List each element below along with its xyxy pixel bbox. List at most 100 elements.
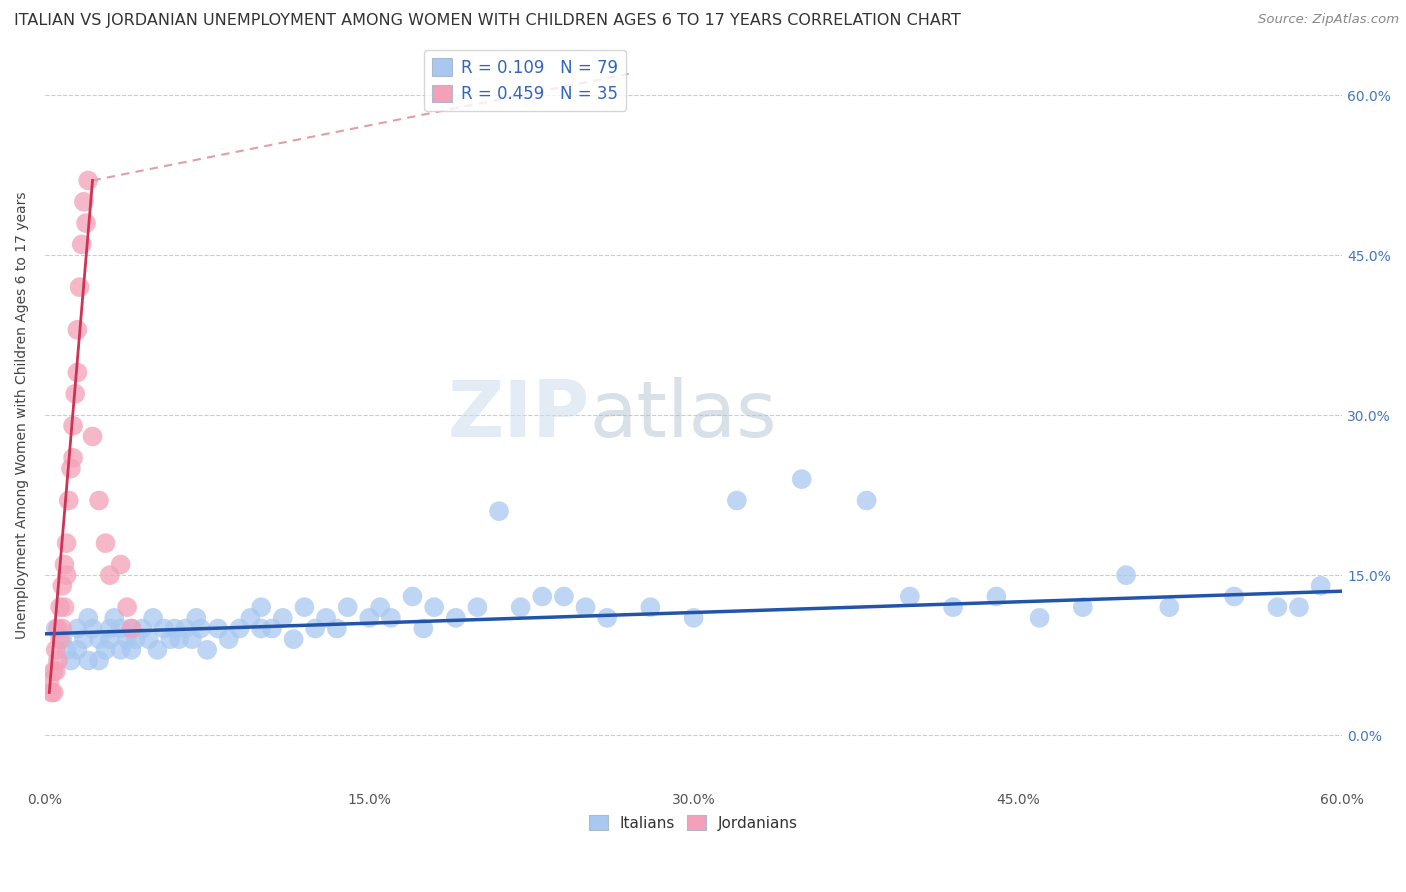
Point: [49, 600, 72, 615]
Point: [986, 590, 1008, 604]
Point: [120, 622, 142, 636]
Point: [82, 429, 104, 443]
Point: [51, 632, 73, 647]
Point: [250, 622, 273, 636]
Point: [41, 685, 63, 699]
Point: [553, 590, 575, 604]
Point: [725, 493, 748, 508]
Point: [103, 611, 125, 625]
Legend: Italians, Jordanians: Italians, Jordanians: [583, 809, 804, 837]
Point: [55, 568, 77, 582]
Point: [142, 611, 165, 625]
Point: [380, 611, 402, 625]
Text: ZIP: ZIP: [447, 377, 591, 453]
Point: [98, 622, 121, 636]
Point: [51, 579, 73, 593]
Point: [82, 622, 104, 636]
Point: [1028, 611, 1050, 625]
Point: [77, 611, 100, 625]
Point: [98, 568, 121, 582]
Point: [159, 632, 181, 647]
Point: [260, 622, 283, 636]
Text: Source: ZipAtlas.com: Source: ZipAtlas.com: [1258, 13, 1399, 27]
Point: [304, 622, 326, 636]
Point: [66, 366, 89, 380]
Point: [131, 622, 153, 636]
Point: [42, 685, 65, 699]
Point: [181, 632, 204, 647]
Point: [271, 611, 294, 625]
Point: [531, 590, 554, 604]
Point: [640, 600, 662, 615]
Point: [115, 632, 138, 647]
Point: [790, 472, 813, 486]
Point: [46, 622, 69, 636]
Point: [110, 643, 132, 657]
Point: [1267, 600, 1289, 615]
Point: [45, 622, 67, 636]
Point: [174, 622, 197, 636]
Point: [87, 653, 110, 667]
Point: [77, 173, 100, 187]
Point: [94, 643, 117, 657]
Point: [207, 622, 229, 636]
Point: [283, 632, 305, 647]
Point: [682, 611, 704, 625]
Point: [58, 493, 80, 508]
Point: [49, 632, 72, 647]
Point: [195, 643, 218, 657]
Text: ITALIAN VS JORDANIAN UNEMPLOYMENT AMONG WOMEN WITH CHILDREN AGES 6 TO 17 YEARS C: ITALIAN VS JORDANIAN UNEMPLOYMENT AMONG …: [14, 13, 960, 29]
Point: [326, 622, 349, 636]
Point: [1071, 600, 1094, 615]
Point: [38, 674, 60, 689]
Point: [87, 493, 110, 508]
Point: [51, 622, 73, 636]
Point: [153, 622, 176, 636]
Point: [62, 450, 84, 465]
Point: [115, 600, 138, 615]
Point: [125, 632, 148, 647]
Point: [69, 280, 91, 294]
Point: [94, 536, 117, 550]
Point: [66, 622, 89, 636]
Point: [53, 600, 76, 615]
Point: [45, 664, 67, 678]
Point: [412, 622, 434, 636]
Point: [294, 600, 316, 615]
Point: [110, 558, 132, 572]
Point: [190, 622, 212, 636]
Point: [53, 558, 76, 572]
Point: [467, 600, 489, 615]
Point: [368, 600, 391, 615]
Point: [120, 643, 142, 657]
Point: [73, 194, 96, 209]
Point: [336, 600, 359, 615]
Point: [59, 653, 82, 667]
Point: [1288, 600, 1310, 615]
Point: [509, 600, 531, 615]
Point: [1309, 579, 1331, 593]
Point: [898, 590, 921, 604]
Point: [1223, 590, 1246, 604]
Point: [218, 632, 240, 647]
Point: [855, 493, 877, 508]
Point: [250, 600, 273, 615]
Text: atlas: atlas: [591, 377, 778, 453]
Point: [596, 611, 619, 625]
Point: [110, 622, 132, 636]
Point: [59, 461, 82, 475]
Point: [167, 632, 190, 647]
Point: [574, 600, 596, 615]
Point: [488, 504, 510, 518]
Point: [359, 611, 381, 625]
Point: [228, 622, 250, 636]
Point: [87, 632, 110, 647]
Point: [146, 643, 169, 657]
Point: [120, 622, 142, 636]
Point: [315, 611, 337, 625]
Point: [62, 418, 84, 433]
Point: [1115, 568, 1137, 582]
Point: [55, 536, 77, 550]
Point: [1159, 600, 1181, 615]
Point: [45, 643, 67, 657]
